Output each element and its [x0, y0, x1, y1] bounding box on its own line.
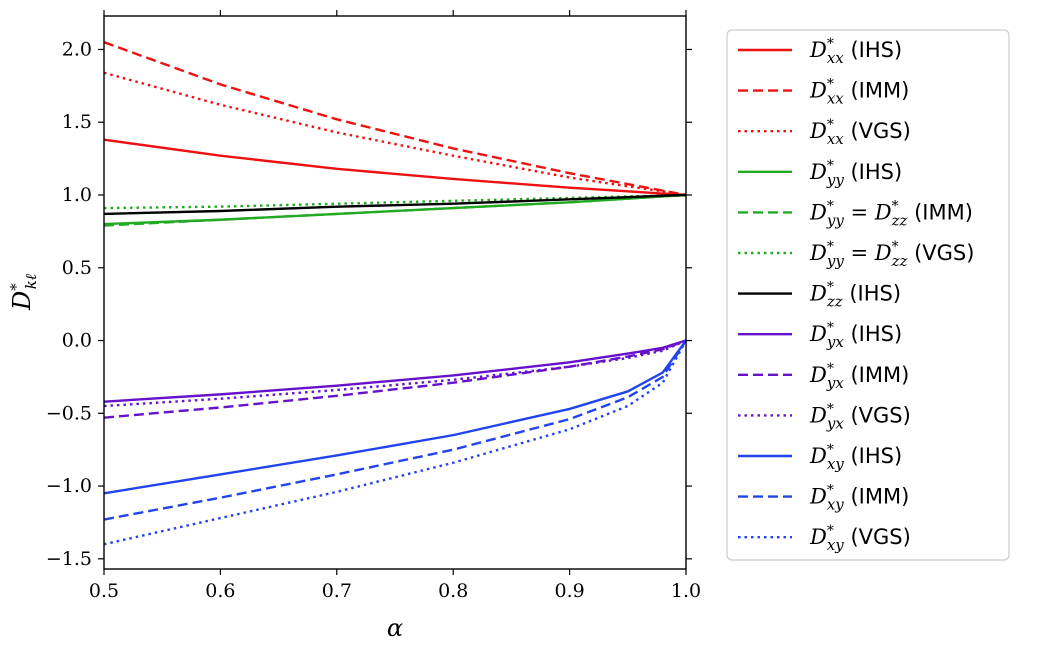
x-tick-label: 0.8 — [438, 580, 468, 602]
y-tick-label: 0.0 — [62, 330, 92, 352]
legend-label: D* yx (IHS) — [809, 320, 902, 351]
y-tick-label: 1.5 — [62, 111, 92, 133]
series-line-4 — [103, 193, 687, 227]
legend-label: D* xy (IMM) — [809, 483, 909, 514]
legend-item: D* xy (IMM) — [738, 483, 909, 514]
legend-item: D* zz (IHS) — [738, 280, 901, 311]
series-line-8 — [103, 339, 687, 419]
series-line-0 — [103, 138, 687, 197]
legend-frame — [726, 29, 1010, 561]
legend-label: D* yx (IMM) — [809, 361, 909, 392]
x-tick-label: 0.6 — [205, 580, 235, 602]
y-tick-label: −1.5 — [46, 548, 92, 570]
y-axis-label-sub: kℓ — [22, 274, 40, 289]
series-line-1 — [103, 41, 687, 197]
legend-label: D* yy = D* zz (IMM) — [809, 198, 973, 229]
y-axis-label-sup: * — [7, 283, 25, 291]
legend-item: D* yy (IHS) — [738, 158, 902, 189]
legend-label: D* xx (IHS) — [809, 36, 902, 67]
x-tick-label: 1.0 — [671, 580, 701, 602]
series-line-2 — [103, 71, 687, 197]
y-tick-label: 2.0 — [62, 38, 92, 60]
legend-item: D* xx (IMM) — [738, 77, 909, 108]
legend-label: D* zz (IHS) — [809, 280, 901, 311]
x-axis-label: α — [387, 614, 403, 642]
legend-label: D* xy (VGS) — [809, 523, 911, 554]
series-line-10 — [103, 339, 687, 495]
y-tick-label: 1.0 — [62, 184, 92, 206]
x-tick-label: 0.9 — [554, 580, 584, 602]
x-tick-label: 0.5 — [89, 580, 119, 602]
legend-item: D* yx (IHS) — [738, 320, 902, 351]
plot-lines — [103, 41, 688, 546]
legend-item: D* xy (VGS) — [738, 523, 911, 554]
legend-item: D* xx (IHS) — [738, 36, 902, 67]
legend-label: D* yy = D* zz (VGS) — [809, 239, 974, 270]
plot-frame — [103, 15, 687, 570]
y-tick-label: −1.0 — [46, 475, 92, 497]
series-line-12 — [103, 339, 688, 546]
legend-item: D* yx (VGS) — [738, 401, 911, 432]
x-tick-label: 0.7 — [322, 580, 352, 602]
y-axis-label: D*kℓ — [7, 274, 40, 311]
series-line-11 — [103, 339, 688, 521]
y-tick-label: 0.5 — [62, 257, 92, 279]
y-axis-label-main: D — [8, 291, 36, 311]
legend-label: D* yy (IHS) — [809, 158, 902, 189]
legend-item: D* xy (IHS) — [738, 442, 902, 473]
legend: D* xx (IHS) D* xx (IMM) D* xx (VGS) D* yy (IHS)… — [726, 29, 1010, 561]
series-line-6 — [103, 193, 687, 216]
y-axis: −1.5 −1.0 −0.5 0.0 0.5 1.0 1.5 2.0 — [46, 38, 692, 570]
legend-item: D* yy = D* zz (IMM) — [738, 198, 973, 229]
legend-label: D* xx (IMM) — [809, 77, 909, 108]
series-line-7 — [103, 339, 687, 403]
legend-item: D* yx (IMM) — [738, 361, 909, 392]
legend-label: D* xy (IHS) — [809, 442, 902, 473]
legend-items: D* xx (IHS) D* xx (IMM) D* xx (VGS) D* yy (IHS)… — [738, 36, 974, 554]
y-tick-label: −0.5 — [46, 402, 92, 424]
x-axis: 0.5 0.6 0.7 0.8 0.9 1.0 — [89, 10, 701, 602]
svg-text:D*kℓ: D*kℓ — [7, 274, 40, 311]
legend-item: D* yy = D* zz (VGS) — [738, 239, 974, 270]
legend-label: D* xx (VGS) — [809, 117, 911, 148]
legend-label: D* yx (VGS) — [809, 401, 911, 432]
legend-item: D* xx (VGS) — [738, 117, 911, 148]
